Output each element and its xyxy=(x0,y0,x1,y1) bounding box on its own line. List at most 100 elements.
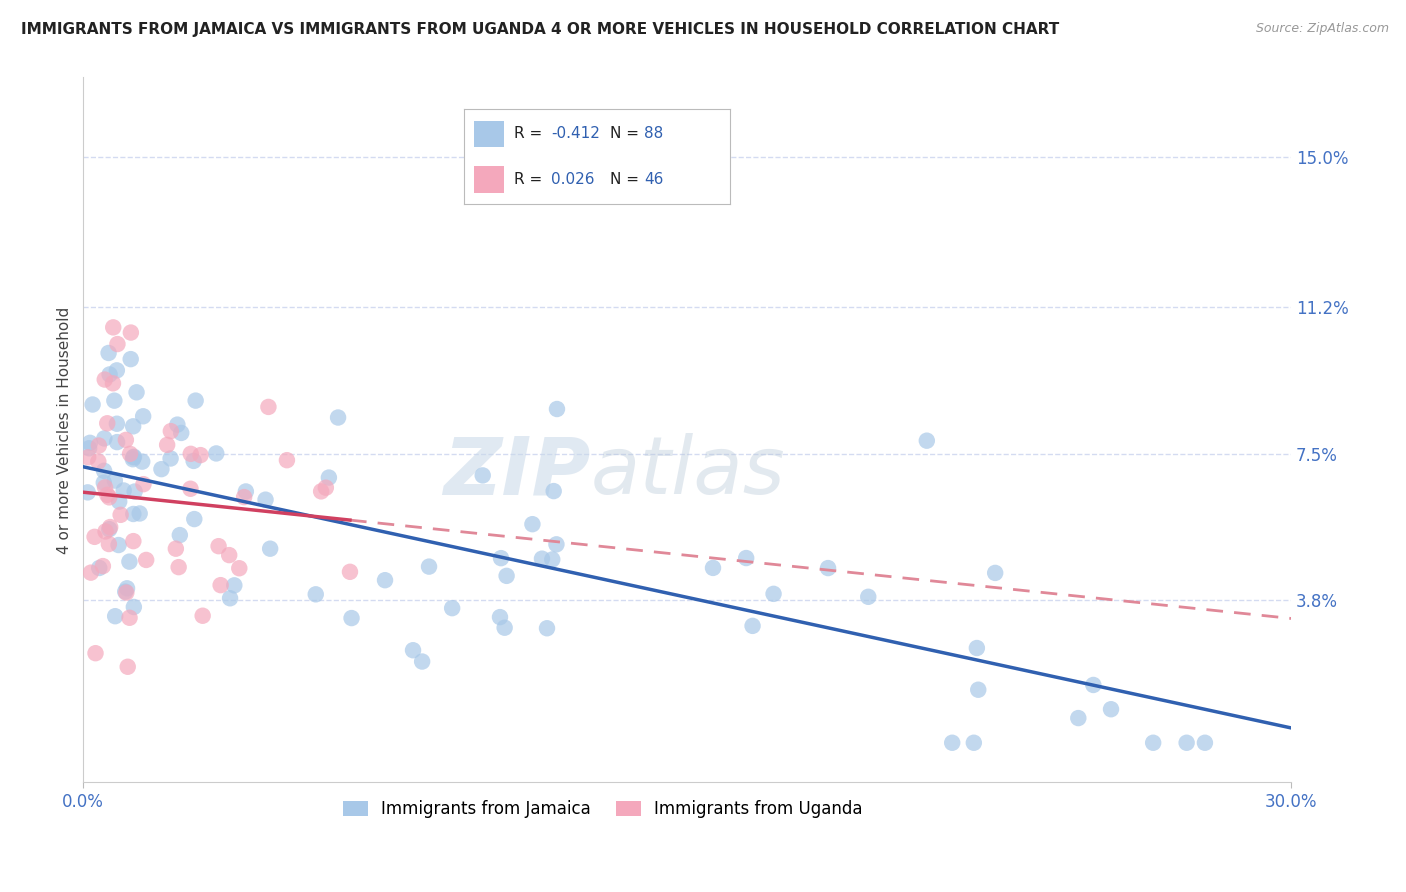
Point xyxy=(546,402,568,417)
Point xyxy=(98,520,121,534)
Point xyxy=(536,621,558,635)
Point xyxy=(543,484,565,499)
Point xyxy=(257,400,280,414)
Point xyxy=(166,417,188,432)
Point xyxy=(1099,702,1122,716)
Point xyxy=(124,484,146,499)
Point xyxy=(228,561,250,575)
Point xyxy=(305,587,328,601)
Point xyxy=(104,474,127,488)
Point xyxy=(101,376,124,391)
Point xyxy=(117,659,139,673)
Point xyxy=(259,541,281,556)
Point xyxy=(184,393,207,408)
Point xyxy=(1083,678,1105,692)
Point xyxy=(179,482,201,496)
Point xyxy=(224,578,246,592)
Point xyxy=(183,512,205,526)
Point xyxy=(115,433,138,447)
Point xyxy=(1067,711,1090,725)
Point xyxy=(160,424,183,438)
Point xyxy=(122,419,145,434)
Point xyxy=(93,475,115,490)
Point xyxy=(489,551,512,566)
Y-axis label: 4 or more Vehicles in Household: 4 or more Vehicles in Household xyxy=(58,306,72,554)
Point xyxy=(105,363,128,377)
Text: atlas: atlas xyxy=(591,434,786,511)
Point xyxy=(233,490,256,504)
Point xyxy=(411,655,433,669)
Point xyxy=(984,566,1007,580)
Point xyxy=(96,417,118,431)
Point xyxy=(315,481,337,495)
Point xyxy=(118,555,141,569)
Point xyxy=(741,619,763,633)
Point xyxy=(94,480,117,494)
Text: Source: ZipAtlas.com: Source: ZipAtlas.com xyxy=(1256,22,1389,36)
Point xyxy=(114,584,136,599)
Point xyxy=(76,485,98,500)
Point xyxy=(150,462,173,476)
Point xyxy=(120,447,142,461)
Text: ZIP: ZIP xyxy=(443,434,591,511)
Point xyxy=(112,483,135,498)
Point xyxy=(966,640,988,655)
Point xyxy=(318,470,340,484)
Point xyxy=(77,450,100,465)
Point xyxy=(121,452,143,467)
Point xyxy=(183,454,205,468)
Point xyxy=(80,566,103,580)
Point xyxy=(96,488,118,502)
Point xyxy=(87,438,110,452)
Point xyxy=(489,610,512,624)
Point xyxy=(122,534,145,549)
Point xyxy=(159,451,181,466)
Point xyxy=(190,448,212,462)
Point xyxy=(93,373,115,387)
Point xyxy=(817,561,839,575)
Point xyxy=(107,538,129,552)
Point xyxy=(77,442,100,456)
Point xyxy=(98,522,121,536)
Point xyxy=(97,537,120,551)
Point xyxy=(530,551,553,566)
Point xyxy=(82,397,104,411)
Point xyxy=(122,599,145,614)
Point xyxy=(122,507,145,521)
Point xyxy=(235,484,257,499)
Point xyxy=(494,621,516,635)
Point xyxy=(471,468,494,483)
Point xyxy=(165,541,187,556)
Point xyxy=(125,385,148,400)
Point xyxy=(122,450,145,465)
Point xyxy=(218,548,240,562)
Point xyxy=(209,578,232,592)
Point xyxy=(89,561,111,575)
Point xyxy=(402,643,425,657)
Point xyxy=(105,435,128,450)
Point xyxy=(156,438,179,452)
Point xyxy=(79,435,101,450)
Point xyxy=(309,484,332,499)
Point xyxy=(180,447,202,461)
Point xyxy=(418,559,440,574)
Point xyxy=(1175,736,1198,750)
Point xyxy=(93,431,115,445)
Point xyxy=(98,491,121,505)
Point xyxy=(522,517,544,532)
Point xyxy=(131,455,153,469)
Legend: Immigrants from Jamaica, Immigrants from Uganda: Immigrants from Jamaica, Immigrants from… xyxy=(336,794,869,825)
Point xyxy=(254,492,277,507)
Point xyxy=(915,434,938,448)
Point xyxy=(115,582,138,596)
Point xyxy=(191,608,214,623)
Point xyxy=(276,453,298,467)
Point xyxy=(132,409,155,424)
Point xyxy=(170,425,193,440)
Point xyxy=(340,611,363,625)
Point xyxy=(83,530,105,544)
Point xyxy=(967,682,990,697)
Point xyxy=(963,736,986,750)
Point xyxy=(326,410,349,425)
Point xyxy=(205,446,228,460)
